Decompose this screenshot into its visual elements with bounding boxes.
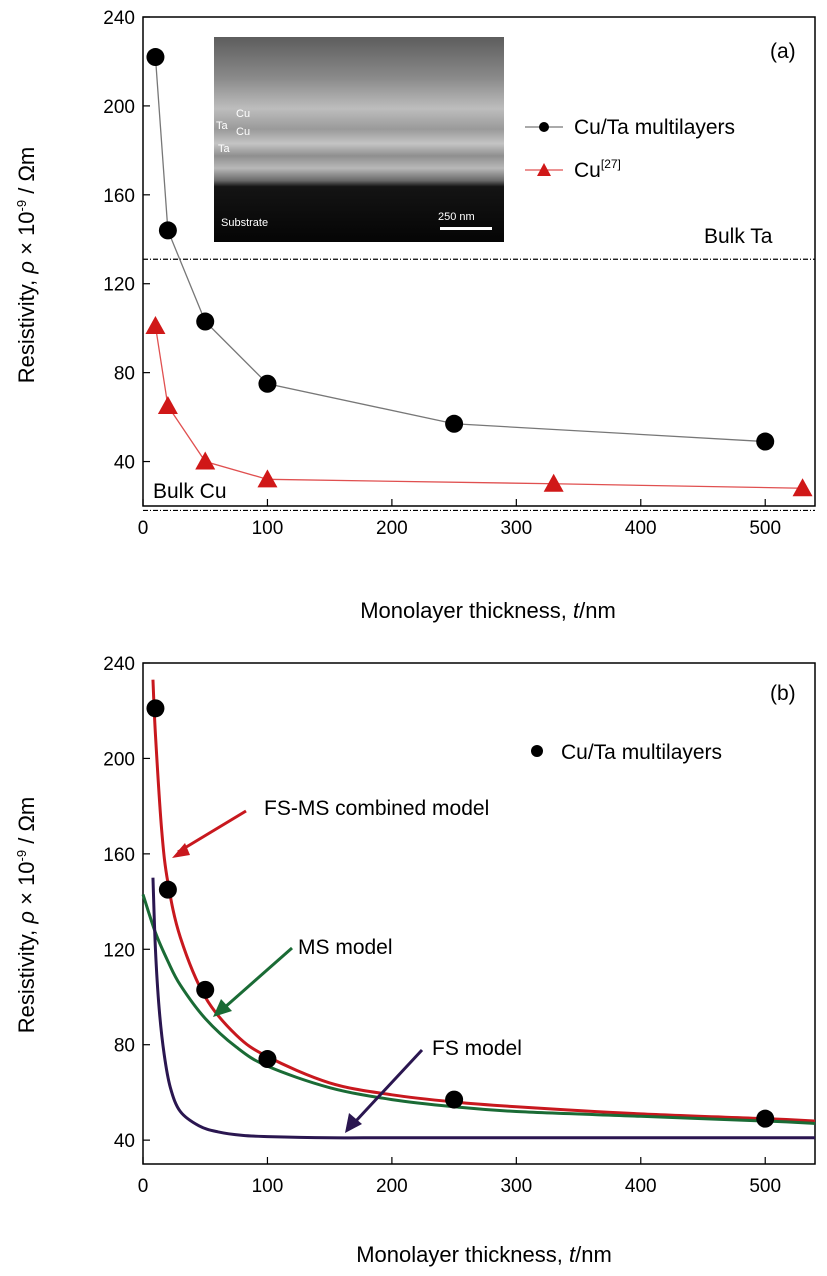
panel-a-data-point-1 xyxy=(543,473,564,492)
panel-a-data-point-0 xyxy=(258,374,277,393)
panel-a-y-tick-label: 120 xyxy=(103,275,135,296)
arrow-ms-model xyxy=(223,946,293,1010)
inset-label-cu-1: Cu xyxy=(236,108,250,120)
panel-b-x-tick-label: 200 xyxy=(376,1176,408,1197)
panel-b-label: (b) xyxy=(770,682,796,705)
panel-a-reference-lines xyxy=(143,258,815,512)
panel-b-y-tick-label: 200 xyxy=(103,749,135,770)
panel-b-series xyxy=(141,679,816,1140)
panel-a-data-point-1 xyxy=(145,315,166,334)
panel-a-data-point-0 xyxy=(445,414,464,433)
panel-a-frame xyxy=(142,16,816,507)
legend-marker-multilayers xyxy=(539,122,549,132)
inset-label-ta-2: Ta xyxy=(218,143,231,155)
panel-b-y-tick-label: 120 xyxy=(103,940,135,961)
panel-a-data-point-0 xyxy=(146,48,165,67)
panel-b-curve-2 xyxy=(141,893,816,1125)
panel-a-y-tick-label: 160 xyxy=(103,186,135,207)
panel-a-y-axis-label: Resistivity, ρ × 10-9 / Ωm xyxy=(14,147,39,383)
inset-label-ta-1: Ta xyxy=(216,120,229,132)
panel-a-series-line-1 xyxy=(154,325,803,489)
panel-a-x-axis-label: Monolayer thickness, t/nm xyxy=(360,598,616,623)
annotation-ms-model: MS model xyxy=(298,936,393,959)
panel-a-x-tick-label: 100 xyxy=(252,518,284,539)
panel-a: 0 100 200 300 400 500 40 80 120 160 200 240 xyxy=(14,8,816,623)
inset-scalebar xyxy=(440,227,492,230)
legend-label-multilayers: Cu/Ta multilayers xyxy=(574,116,735,139)
legend-label-multilayers-b: Cu/Ta multilayers xyxy=(561,741,722,764)
panel-b-y-tick-label: 160 xyxy=(103,845,135,866)
panel-a-label: (a) xyxy=(770,40,796,63)
panel-b-data-point-0 xyxy=(146,699,165,718)
panel-b-y-axis-label: Resistivity, ρ × 10-9 / Ωm xyxy=(14,797,39,1033)
panel-b-data-point-0 xyxy=(258,1050,277,1069)
panel-b-data-point-0 xyxy=(196,980,215,999)
panel-a-data-point-1 xyxy=(195,451,216,470)
panel-a-x-tick-label: 0 xyxy=(138,518,149,539)
arrowhead-fs-ms-model xyxy=(172,843,190,858)
panel-a-data-point-1 xyxy=(792,478,813,497)
panel-a-data-point-1 xyxy=(157,395,178,414)
legend-marker-multilayers-b xyxy=(531,745,543,757)
panel-a-x-tick-label: 300 xyxy=(500,518,532,539)
panel-b-x-tick-label: 500 xyxy=(749,1176,781,1197)
annotation-fs-model: FS model xyxy=(432,1037,522,1060)
panel-a-x-tick-label: 400 xyxy=(625,518,657,539)
panel-b-curve-1 xyxy=(151,679,816,1123)
panel-b-ticks: 0 100 200 300 400 500 40 80 120 160 200 240 xyxy=(103,654,781,1197)
annotation-fs-ms-model: FS-MS combined model xyxy=(264,797,489,820)
arrowhead-ms-model xyxy=(213,999,232,1017)
inset-label-cu-2: Cu xyxy=(236,126,250,138)
panel-a-y-tick-label: 80 xyxy=(114,364,135,385)
panel-b-frame xyxy=(142,662,816,1165)
panel-a-y-tick-label: 200 xyxy=(103,97,135,118)
panel-a-x-tick-label: 500 xyxy=(749,518,781,539)
bulk-cu-label: Bulk Cu xyxy=(153,480,227,503)
panel-a-x-tick-label: 200 xyxy=(376,518,408,539)
panel-a-ticks: 0 100 200 300 400 500 40 80 120 160 200 240 xyxy=(103,8,781,539)
panel-b-x-tick-label: 0 xyxy=(138,1176,149,1197)
panel-b-y-tick-label: 240 xyxy=(103,654,135,675)
panel-b-data-point-0 xyxy=(158,880,177,899)
panel-b-x-tick-label: 300 xyxy=(500,1176,532,1197)
panel-b-x-tick-label: 400 xyxy=(625,1176,657,1197)
panel-b-x-axis-label: Monolayer thickness, t/nm xyxy=(356,1242,612,1267)
panel-b-x-tick-label: 100 xyxy=(252,1176,284,1197)
panel-a-series-line-0 xyxy=(154,56,766,443)
panel-a-data-point-0 xyxy=(756,432,775,451)
panel-a-y-tick-label: 40 xyxy=(114,453,135,474)
panel-a-series xyxy=(145,48,813,497)
panel-a-legend: Cu/Ta multilayers Cu[27] xyxy=(525,116,735,182)
panel-a-data-point-0 xyxy=(158,221,177,240)
legend-marker-cu xyxy=(537,163,551,176)
inset-label-substrate: Substrate xyxy=(221,217,268,229)
bulk-ta-label: Bulk Ta xyxy=(704,225,773,248)
panel-b-curve-3 xyxy=(151,877,815,1140)
arrow-fs-model xyxy=(353,1048,424,1124)
panel-a-data-point-0 xyxy=(196,312,215,331)
panel-b-y-tick-label: 80 xyxy=(114,1036,135,1057)
panel-b-data-point-0 xyxy=(445,1090,464,1109)
panel-b: 0 100 200 300 400 500 40 80 120 160 200 240 Cu/Ta m… xyxy=(14,654,816,1267)
panel-a-y-tick-label: 240 xyxy=(103,8,135,29)
arrowhead-fs-model xyxy=(345,1113,362,1133)
legend-label-cu: Cu[27] xyxy=(574,157,621,182)
panel-b-y-tick-label: 40 xyxy=(114,1131,135,1152)
tem-inset: Cu Ta Cu Ta Substrate 250 nm xyxy=(214,37,504,242)
tem-image xyxy=(214,37,504,242)
panel-b-data-point-0 xyxy=(756,1109,775,1128)
panel-a-data-point-1 xyxy=(257,469,278,488)
arrow-fs-ms-model xyxy=(177,809,247,854)
inset-scalebar-label: 250 nm xyxy=(438,211,475,223)
